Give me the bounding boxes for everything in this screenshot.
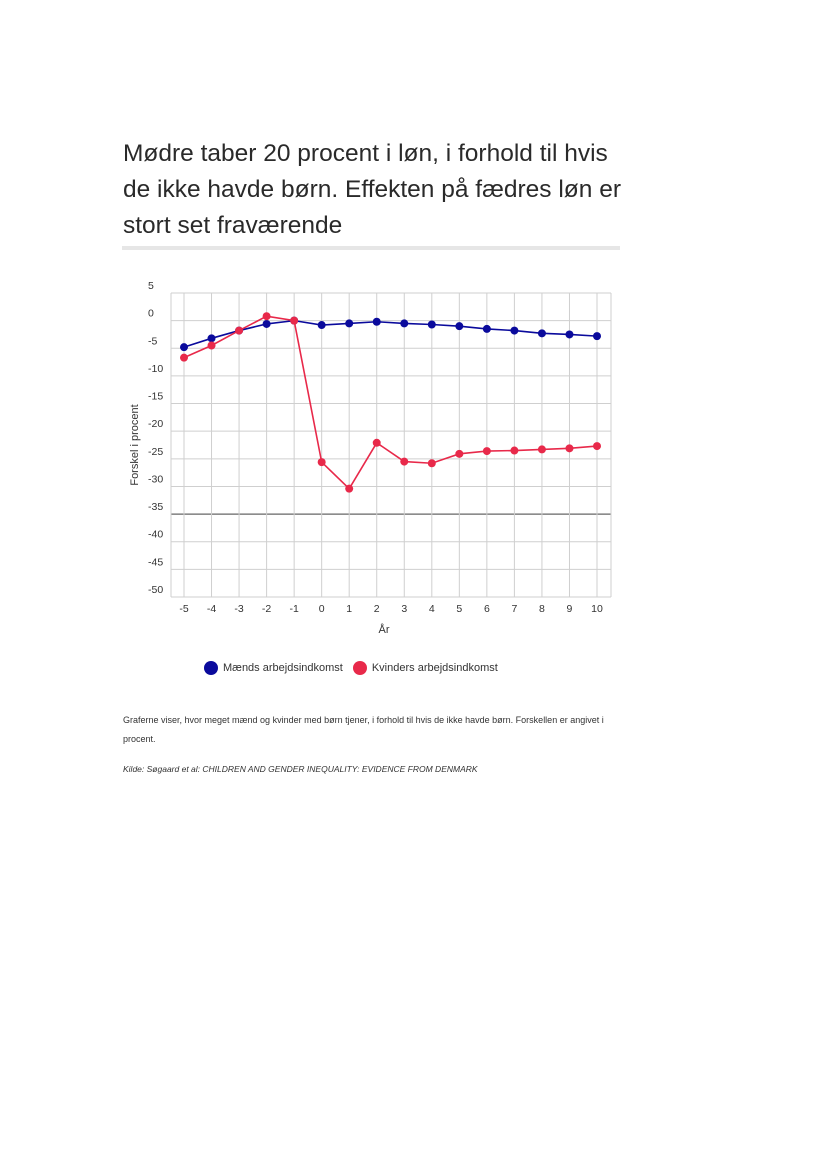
x-tick-label: 2 [374,603,380,615]
y-tick-labels: 5 0 -5 -10 -15 -20 -25 -30 -35 -40 -45 -50 [148,280,163,596]
chart-source: Kilde: Søgaard et al: CHILDREN AND GENDE… [123,764,478,774]
x-tick-label: 10 [591,603,603,615]
x-tick-label: 4 [429,603,435,615]
x-tick-label: -5 [179,603,188,615]
data-point-men [400,319,409,328]
y-tick-label: -30 [148,473,163,485]
data-point-women [262,312,271,321]
data-point-men [482,324,491,333]
data-point-women [207,341,216,350]
data-point-men [317,321,326,330]
data-point-women [317,458,326,467]
y-tick-label: -45 [148,556,163,568]
y-tick-label: -15 [148,391,163,403]
x-tick-label: 0 [319,603,325,615]
y-tick-label: -40 [148,529,163,541]
x-tick-label: 1 [346,603,352,615]
data-point-women [510,446,519,455]
legend-marker-women [352,661,367,675]
x-tick-label: -4 [207,603,216,615]
data-point-women [235,326,244,335]
y-tick-label: 5 [148,280,154,292]
data-point-men [207,334,216,343]
legend-item-women: Kvinders arbejdsindkomst [352,661,498,675]
x-tick-label: 5 [456,603,462,615]
chart-caption: Graferne viser, hvor meget mænd og kvind… [123,715,604,744]
data-point-men [427,320,436,329]
data-point-women [427,459,436,468]
data-point-men [262,319,271,328]
data-point-men [180,343,188,352]
series-lines [180,312,601,493]
x-tick-label: -1 [289,603,298,615]
y-tick-label: -10 [148,363,163,375]
data-point-men [593,332,601,341]
data-point-women [565,444,574,453]
x-tick-label: 3 [401,603,407,615]
y-tick-label: -20 [148,418,163,430]
x-tick-label: -3 [234,603,243,615]
y-tick-label: -50 [148,584,163,596]
data-point-women [290,316,299,325]
y-axis-label: Forskel i procent [129,404,141,485]
data-point-men [537,329,546,338]
data-point-women [372,438,381,447]
x-tick-label: 8 [539,603,545,615]
data-point-men [345,319,354,328]
data-point-women [345,484,354,493]
x-tick-labels: -5 -4 -3 -2 -1 0 1 2 3 4 5 6 7 8 9 10 [179,603,603,615]
data-point-men [372,317,381,326]
data-point-women [537,445,546,454]
data-point-women [400,457,409,466]
legend-item-men: Mænds arbejdsindkomst [204,661,343,675]
y-tick-label: -25 [148,446,163,458]
legend-label-men: Mænds arbejdsindkomst [223,662,343,674]
x-tick-label: 9 [567,603,573,615]
x-tick-label: -2 [262,603,271,615]
y-tick-label: -35 [148,501,163,513]
title-divider [122,246,620,250]
y-tick-label: 0 [148,308,154,320]
legend-marker-men [204,661,218,675]
x-tick-label: 6 [484,603,490,615]
data-point-women [482,447,491,456]
grid-lines [170,292,612,598]
series-line-men [183,319,598,348]
x-tick-label: 7 [511,603,517,615]
series-line-women [183,315,598,490]
data-point-women [455,449,464,458]
y-tick-label: -5 [148,335,157,347]
chart-title: Mødre taber 20 procent i løn, i forhold … [123,140,621,239]
x-axis-label: År [379,623,390,636]
legend-label-women: Kvinders arbejdsindkomst [371,662,498,674]
chart-legend: Mænds arbejdsindkomst Kvinders arbejdsin… [204,661,508,675]
data-point-men [565,330,574,339]
data-point-women [593,442,601,451]
line-chart: 50-5-10-15-20-25-30-35-40-45-50 -5 -4 -3 -2… [129,280,612,636]
data-point-men [455,322,464,331]
data-point-men [510,326,519,335]
data-point-women [180,353,188,362]
